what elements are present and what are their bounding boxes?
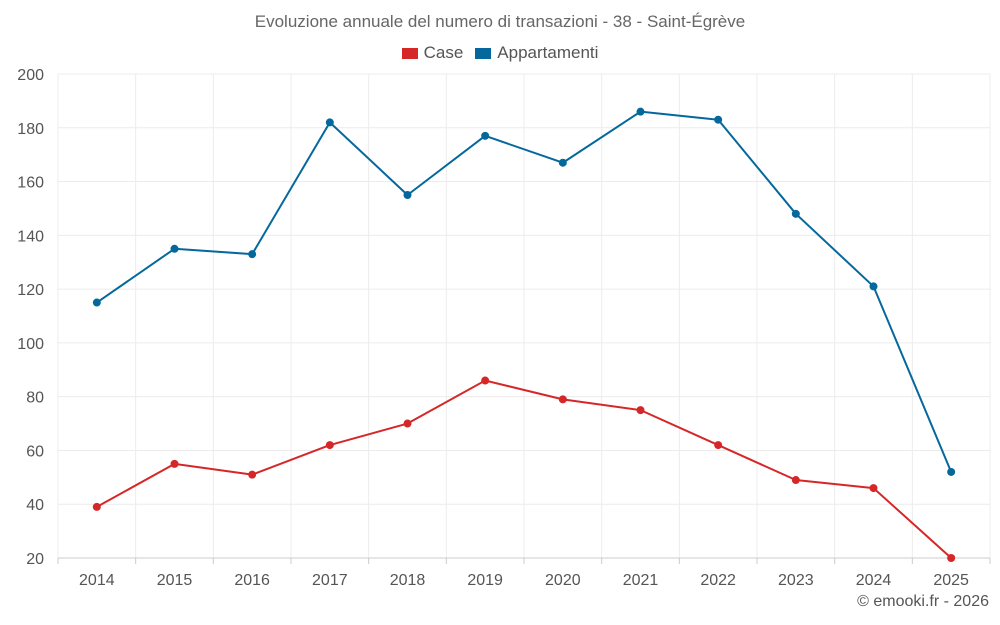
data-point-case (325, 441, 334, 450)
x-tick-label: 2023 (778, 572, 814, 589)
legend-item-appartamenti[interactable]: Appartamenti (475, 43, 598, 63)
legend-swatch-case (401, 47, 418, 59)
data-point-case (791, 476, 800, 485)
y-tick-label: 40 (26, 497, 44, 514)
data-point-case (869, 484, 878, 493)
y-tick-label: 60 (26, 443, 44, 460)
data-point-case (170, 459, 179, 468)
y-tick-label: 180 (17, 121, 44, 138)
data-point-appartamenti (947, 467, 956, 476)
chart-title: Evoluzione annuale del numero di transaz… (254, 12, 746, 31)
x-tick-label: 2024 (856, 572, 892, 589)
data-point-appartamenti (170, 244, 179, 253)
x-tick-label: 2014 (79, 572, 115, 589)
y-tick-label: 20 (26, 551, 44, 568)
data-point-appartamenti (325, 118, 334, 127)
data-point-appartamenti (248, 250, 257, 259)
data-point-appartamenti (714, 115, 723, 124)
data-point-case (714, 441, 723, 450)
data-point-appartamenti (92, 298, 101, 307)
y-tick-label: 200 (17, 67, 44, 84)
data-point-case (403, 419, 412, 428)
data-point-appartamenti (481, 131, 490, 140)
y-tick-label: 80 (26, 390, 44, 407)
y-tick-label: 140 (17, 228, 44, 245)
y-tick-label: 160 (17, 175, 44, 192)
y-tick-label: 120 (17, 282, 44, 299)
series-case (92, 376, 956, 562)
series-appartamenti (92, 107, 956, 476)
x-tick-label: 2021 (623, 572, 659, 589)
x-tick-label: 2022 (700, 572, 736, 589)
x-tick-label: 2015 (157, 572, 193, 589)
data-point-case (481, 376, 490, 385)
x-tick-label: 2018 (390, 572, 426, 589)
data-point-appartamenti (403, 191, 412, 199)
legend-swatch-appartamenti (475, 47, 492, 59)
data-point-appartamenti (791, 209, 800, 218)
series-line-appartamenti (96, 110, 953, 473)
legend: Case Appartamenti (0, 43, 1000, 63)
x-tick-label: 2016 (234, 572, 270, 589)
data-point-case (636, 406, 645, 415)
x-tick-label: 2025 (933, 572, 969, 589)
data-point-appartamenti (636, 107, 645, 116)
data-point-case (92, 502, 101, 511)
data-point-appartamenti (558, 158, 567, 167)
x-tick-label: 2019 (467, 572, 503, 589)
data-point-case (248, 470, 257, 479)
data-point-appartamenti (869, 282, 878, 291)
series-line-case (96, 379, 952, 559)
legend-label-appartamenti: Appartamenti (497, 43, 599, 62)
data-point-case (558, 395, 567, 404)
legend-item-case[interactable]: Case (401, 43, 464, 63)
x-tick-label: 2017 (312, 572, 348, 589)
x-tick-label: 2020 (545, 572, 581, 589)
data-point-case (947, 554, 956, 562)
y-tick-label: 100 (17, 336, 44, 353)
credit-text: © emooki.fr - 2026 (857, 593, 989, 610)
legend-label-case: Case (423, 43, 464, 62)
